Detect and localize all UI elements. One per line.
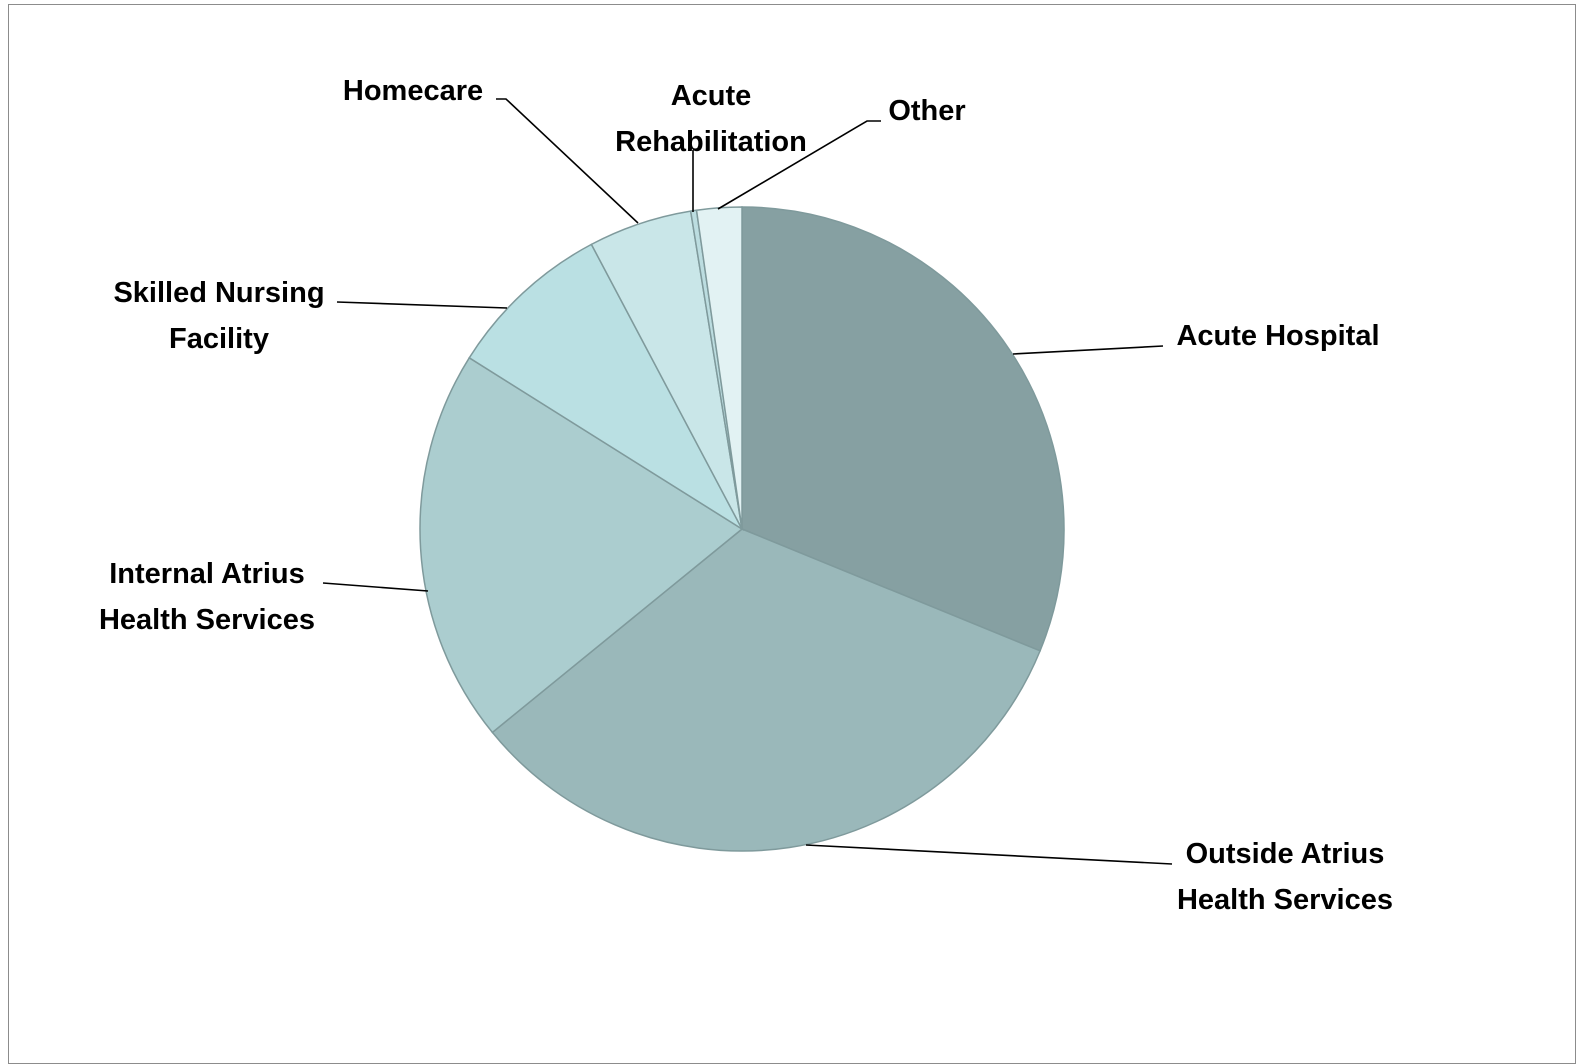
label-skilled-nursing-line-2: Facility — [169, 323, 269, 355]
leader-line-internal-atrius — [322, 582, 429, 592]
label-other-line-1: Other — [888, 95, 965, 127]
pie-slice-outside-atrius-health-services — [491, 528, 1042, 852]
label-acute-hospital: Acute Hospital — [1176, 320, 1379, 352]
pie-slice-internal-atrius-health-services — [419, 356, 744, 734]
label-internal-atrius-line-2: Health Services — [99, 604, 315, 636]
leader-line-acute-hospital — [1012, 345, 1164, 355]
label-outside-atrius: Outside Atrius Health Services — [1177, 838, 1393, 916]
label-homecare: Homecare — [343, 75, 483, 107]
label-internal-atrius: Internal Atrius Health Services — [99, 558, 315, 636]
label-skilled-nursing: Skilled Nursing Facility — [113, 277, 324, 355]
leader-line-outside-atrius — [805, 844, 1173, 865]
label-homecare-line-1: Homecare — [343, 75, 483, 107]
label-acute-hospital-line-1: Acute Hospital — [1176, 320, 1379, 352]
label-acute-rehab-line-1: Acute — [671, 80, 752, 112]
label-skilled-nursing-line-1: Skilled Nursing — [113, 277, 324, 309]
pie-slice-skilled-nursing-facility — [468, 243, 744, 532]
pie-slices — [419, 206, 1065, 852]
label-outside-atrius-line-1: Outside Atrius — [1186, 838, 1385, 870]
label-other: Other — [888, 95, 965, 127]
leader-line-skilled-nursing — [336, 301, 508, 309]
leader-line-other — [717, 120, 881, 210]
label-internal-atrius-line-1: Internal Atrius — [109, 558, 305, 590]
pie-slice-acute-hospital — [741, 206, 1065, 652]
slice-labels: Acute Hospital Outside Atrius Health Servi… — [99, 75, 1393, 916]
label-acute-rehab-line-2: Rehabilitation — [615, 126, 807, 158]
leader-line-homecare — [496, 98, 639, 224]
label-acute-rehab: Acute Rehabilitation — [615, 80, 807, 158]
label-outside-atrius-line-2: Health Services — [1177, 884, 1393, 916]
leader-lines — [322, 98, 1173, 865]
